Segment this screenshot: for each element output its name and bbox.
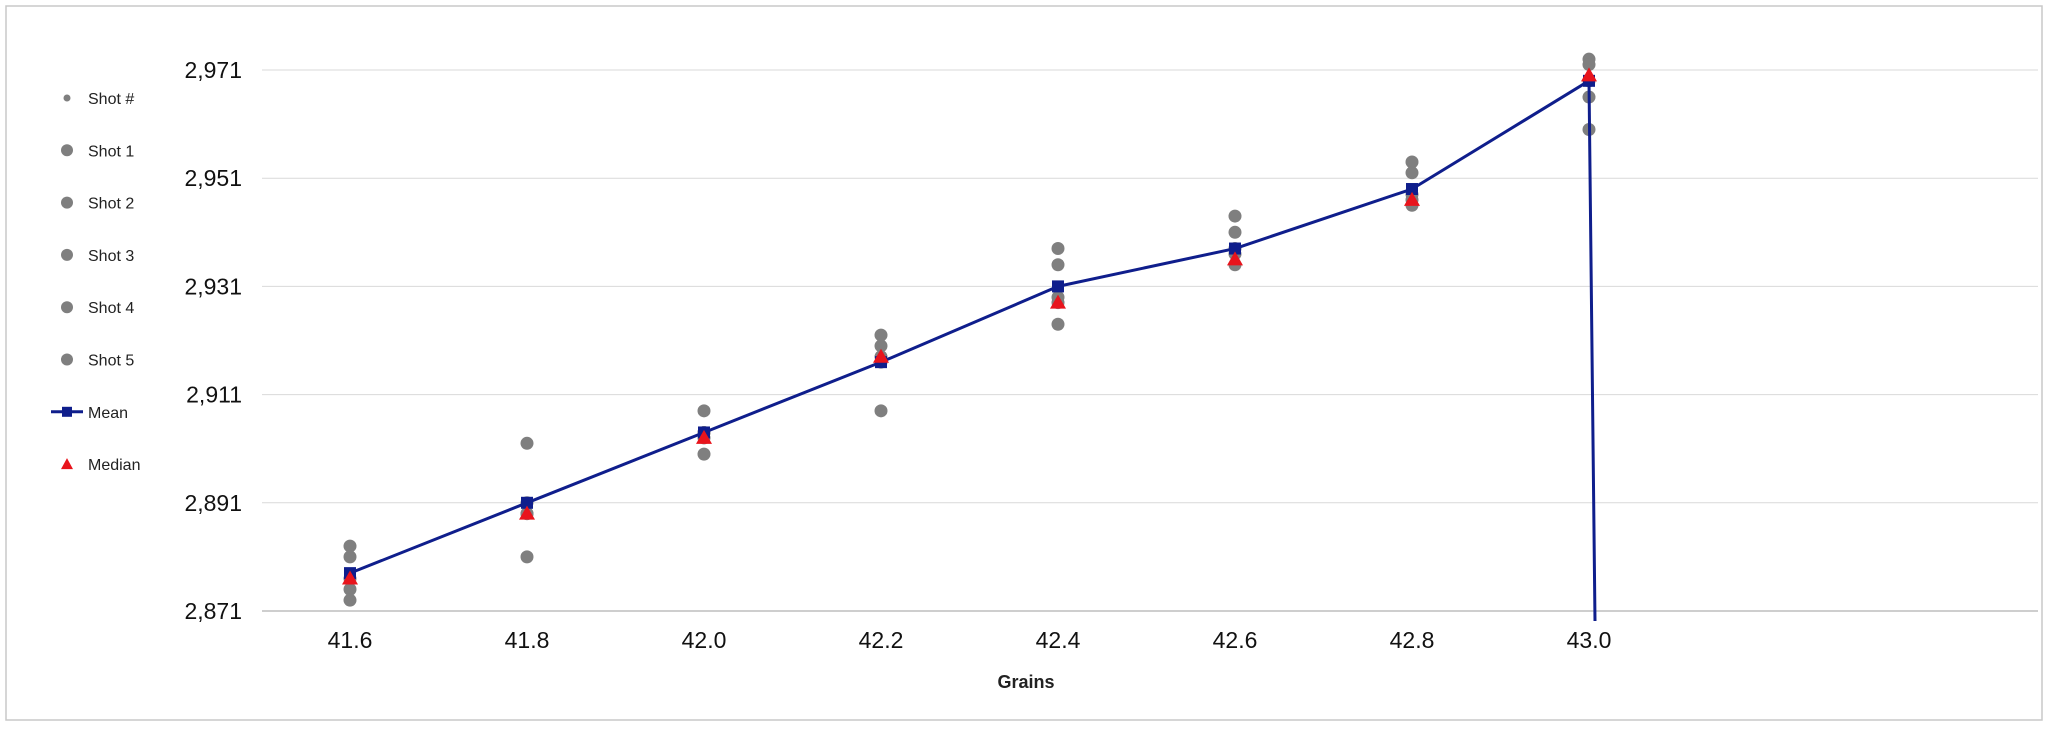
- grid-layer: [262, 69, 2038, 612]
- data-point: [343, 550, 357, 564]
- mean-marker: [1406, 183, 1418, 196]
- legend-label: Median: [88, 457, 140, 474]
- median-marker: [519, 505, 535, 520]
- legend-label: Shot 2: [88, 196, 134, 213]
- y-tick-label: 2,911: [186, 382, 242, 408]
- y-tick-label: 2,971: [184, 57, 242, 83]
- x-tick-label: 42.4: [1036, 627, 1081, 653]
- x-tick-label: 41.8: [505, 627, 550, 653]
- y-tick-label: 2,871: [184, 598, 242, 624]
- legend-marker: [61, 144, 73, 157]
- data-point: [343, 539, 357, 553]
- x-axis-tick-labels: 41.6 41.8 42.0 42.2 42.4 42.6 42.8 43.0: [328, 627, 1612, 653]
- data-point: [1405, 166, 1419, 180]
- series-layer: [342, 52, 1597, 622]
- data-point: [1228, 225, 1242, 239]
- data-point: [343, 593, 357, 607]
- mean-marker: [521, 496, 533, 509]
- y-tick-label: 2,931: [184, 273, 242, 299]
- x-tick-label: 41.6: [328, 627, 373, 653]
- legend-label: Shot 5: [88, 353, 134, 370]
- y-axis-tick-labels: 2,871 2,891 2,911 2,931 2,951 2,971: [184, 57, 242, 624]
- data-point: [697, 447, 711, 461]
- median-marker: [342, 570, 358, 585]
- legend-label: Shot #: [88, 91, 134, 108]
- legend-marker: [61, 458, 73, 470]
- legend: Shot # Shot 1 Shot 2 Shot 3 Shot 4 Shot 5 Mean…: [51, 91, 140, 474]
- y-tick-label: 2,951: [184, 165, 242, 191]
- x-tick-label: 42.0: [682, 627, 727, 653]
- x-tick-label: 42.2: [859, 627, 904, 653]
- x-tick-label: 42.8: [1390, 627, 1435, 653]
- legend-label: Mean: [88, 405, 128, 422]
- data-point: [520, 436, 534, 450]
- chart-border: [5, 5, 2043, 721]
- data-point: [520, 550, 534, 564]
- data-point: [874, 328, 888, 342]
- x-axis-title: Grains: [997, 672, 1054, 692]
- legend-marker: [61, 196, 73, 209]
- x-tick-label: 43.0: [1567, 627, 1612, 653]
- median-marker: [1581, 67, 1597, 82]
- data-point: [874, 404, 888, 418]
- legend-label: Shot 3: [88, 248, 134, 265]
- legend-label: Shot 4: [88, 300, 134, 317]
- legend-marker: [63, 94, 71, 102]
- mean-marker: [1229, 242, 1241, 255]
- data-point: [1051, 242, 1065, 256]
- legend-marker: [61, 353, 73, 366]
- median-marker: [696, 429, 712, 444]
- data-point: [343, 582, 357, 596]
- data-point: [1051, 317, 1065, 331]
- legend-label: Shot 1: [88, 143, 134, 160]
- y-tick-label: 2,891: [184, 490, 242, 516]
- data-point: [1582, 58, 1596, 72]
- median-marker: [1404, 191, 1420, 206]
- data-point: [1228, 209, 1242, 223]
- x-tick-label: 42.6: [1213, 627, 1258, 653]
- legend-marker: [62, 406, 72, 417]
- data-point: [874, 339, 888, 353]
- legend-marker: [61, 248, 73, 261]
- legend-marker: [61, 301, 73, 314]
- data-point: [697, 404, 711, 418]
- median-marker: [873, 348, 889, 363]
- mean-marker: [1052, 280, 1064, 293]
- median-marker: [1050, 294, 1066, 309]
- data-point: [1405, 155, 1419, 169]
- median-marker: [1227, 251, 1243, 266]
- data-point: [1051, 258, 1065, 272]
